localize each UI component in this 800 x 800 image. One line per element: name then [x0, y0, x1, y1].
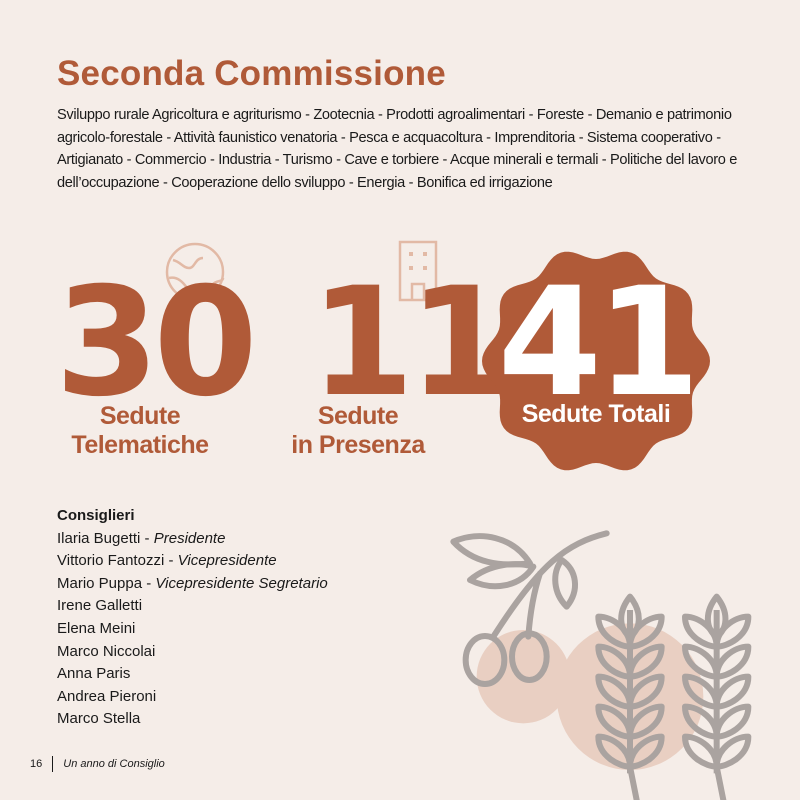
councillor-item: Marco Stella	[57, 708, 328, 731]
total-badge	[482, 251, 710, 471]
in-person-sessions-count: 11	[310, 256, 513, 430]
label-line: Sedute	[317, 402, 399, 430]
councillor-name: Marco Niccolai	[57, 642, 156, 660]
councillor-role: Presidente	[153, 529, 226, 547]
councillors-list: Consiglieri Ilaria Bugetti - Presidente V…	[57, 505, 328, 731]
footer-divider	[52, 756, 54, 772]
councillor-name: Andrea Pieroni	[57, 687, 157, 705]
councillor-role: Vicepresidente	[177, 552, 277, 570]
globe-icon	[165, 242, 225, 300]
councillor-item: Mario Puppa - Vicepresidente Segretario	[57, 574, 328, 592]
councillor-item: Irene Galletti	[57, 595, 328, 618]
councillor-item: Anna Paris	[57, 663, 328, 686]
councillor-name: Anna Paris	[57, 665, 131, 683]
agriculture-illustration	[450, 530, 752, 800]
councillor-item: Marco Niccolai	[57, 641, 328, 664]
label-line: Telematiche	[71, 431, 209, 459]
councillor-name: Vittorio Fantozzi	[57, 552, 165, 570]
commission-description: Sviluppo rurale Agricoltura e agriturism…	[57, 107, 737, 191]
total-sessions-label: Sedute Totali	[521, 400, 671, 428]
councillor-name: Elena Meini	[57, 619, 136, 637]
total-sessions-count: 41	[497, 256, 701, 430]
label-line: Sedute	[99, 402, 181, 430]
councillor-item: Elena Meini	[57, 618, 328, 641]
councillor-name: Irene Galletti	[57, 597, 143, 615]
councillor-item: Ilaria Bugetti - Presidente	[57, 529, 226, 547]
telematic-sessions-label: Sedute Telematiche	[40, 402, 240, 460]
page-title: Seconda Commissione	[57, 54, 446, 93]
councillor-role: Vicepresidente Segretario	[155, 574, 328, 592]
councillor-item: Andrea Pieroni	[57, 686, 328, 709]
page-footer: 16 Un anno di Consiglio	[30, 756, 165, 772]
page-number: 16	[30, 758, 43, 770]
councillor-name: Mario Puppa	[57, 574, 143, 592]
councillor-name: Ilaria Bugetti	[57, 529, 141, 547]
telematic-sessions-count: 30	[55, 256, 258, 430]
councillors-heading: Consiglieri	[57, 507, 135, 524]
publication-title: Un anno di Consiglio	[63, 758, 165, 770]
in-person-sessions-label: Sedute in Presenza	[258, 402, 458, 460]
councillor-item: Vittorio Fantozzi - Vicepresidente	[57, 552, 277, 570]
building-icon	[398, 240, 450, 302]
councillor-name: Marco Stella	[57, 710, 141, 728]
label-line: in Presenza	[291, 431, 425, 459]
wavy-badge-shape	[482, 251, 710, 471]
